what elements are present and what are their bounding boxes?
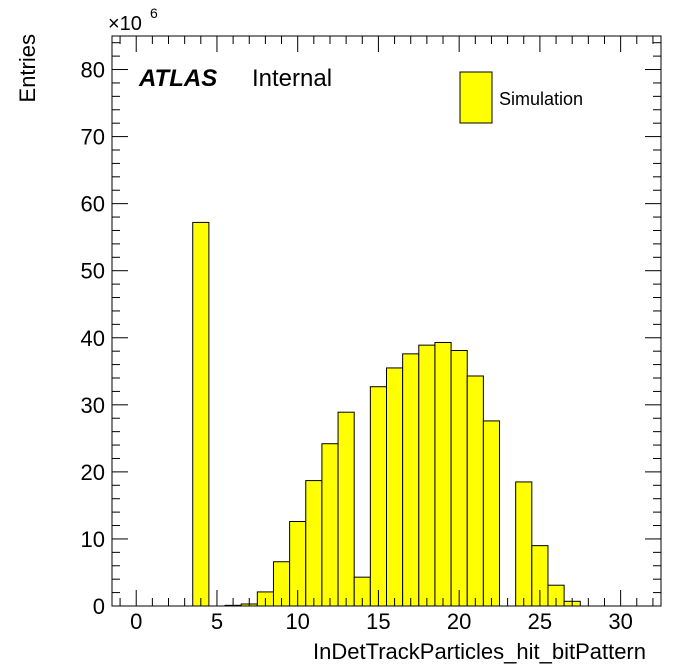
y-tick-label: 20	[81, 460, 105, 485]
x-axis-title: InDetTrackParticles_hit_bitPattern	[313, 639, 646, 664]
histogram-bar	[337, 411, 355, 607]
bars-layer	[192, 221, 581, 607]
x-tick-label: 10	[285, 609, 309, 634]
histogram-bar	[305, 480, 323, 607]
histogram-bar	[321, 443, 339, 607]
plot-frame	[111, 35, 662, 607]
y-tick-label: 0	[93, 594, 105, 619]
x-tick-label: 15	[366, 609, 390, 634]
tick-labels-layer: 0 5 10 15 20 25 30 0 10 20 30 40 50 60 70 80	[81, 58, 633, 634]
ticks-layer	[112, 36, 661, 607]
legend-label-simulation: Simulation	[499, 89, 583, 109]
y-tick-label: 40	[81, 326, 105, 351]
y-tick-label: 70	[81, 125, 105, 150]
histogram-bar	[402, 353, 420, 607]
histogram-bar	[515, 481, 533, 607]
y-axis-multiplier-exponent: 6	[150, 5, 158, 21]
histogram-bar	[386, 367, 404, 607]
internal-label: Internal	[252, 65, 332, 92]
x-tick-label: 0	[130, 609, 142, 634]
histogram-bar	[434, 341, 452, 607]
legend-swatch-simulation	[459, 71, 493, 124]
x-tick-label: 25	[528, 609, 552, 634]
x-tick-label: 5	[211, 609, 223, 634]
histogram-bar	[418, 344, 436, 607]
histogram-bar	[450, 350, 468, 607]
x-tick-label: 30	[608, 609, 632, 634]
histogram-bar	[192, 221, 210, 607]
atlas-label: ATLAS	[138, 65, 217, 92]
y-tick-label: 60	[81, 192, 105, 217]
legend: Simulation	[459, 71, 583, 124]
y-tick-label: 50	[81, 259, 105, 284]
histogram-bar	[369, 386, 387, 607]
y-tick-label: 30	[81, 393, 105, 418]
x-tick-label: 20	[447, 609, 471, 634]
y-tick-label: 80	[81, 58, 105, 83]
histogram-bar	[482, 420, 501, 607]
y-tick-label: 10	[81, 527, 105, 552]
y-axis-multiplier: ×10	[108, 13, 142, 35]
y-axis-title: Entries	[15, 34, 40, 102]
histogram-bar	[466, 375, 484, 607]
